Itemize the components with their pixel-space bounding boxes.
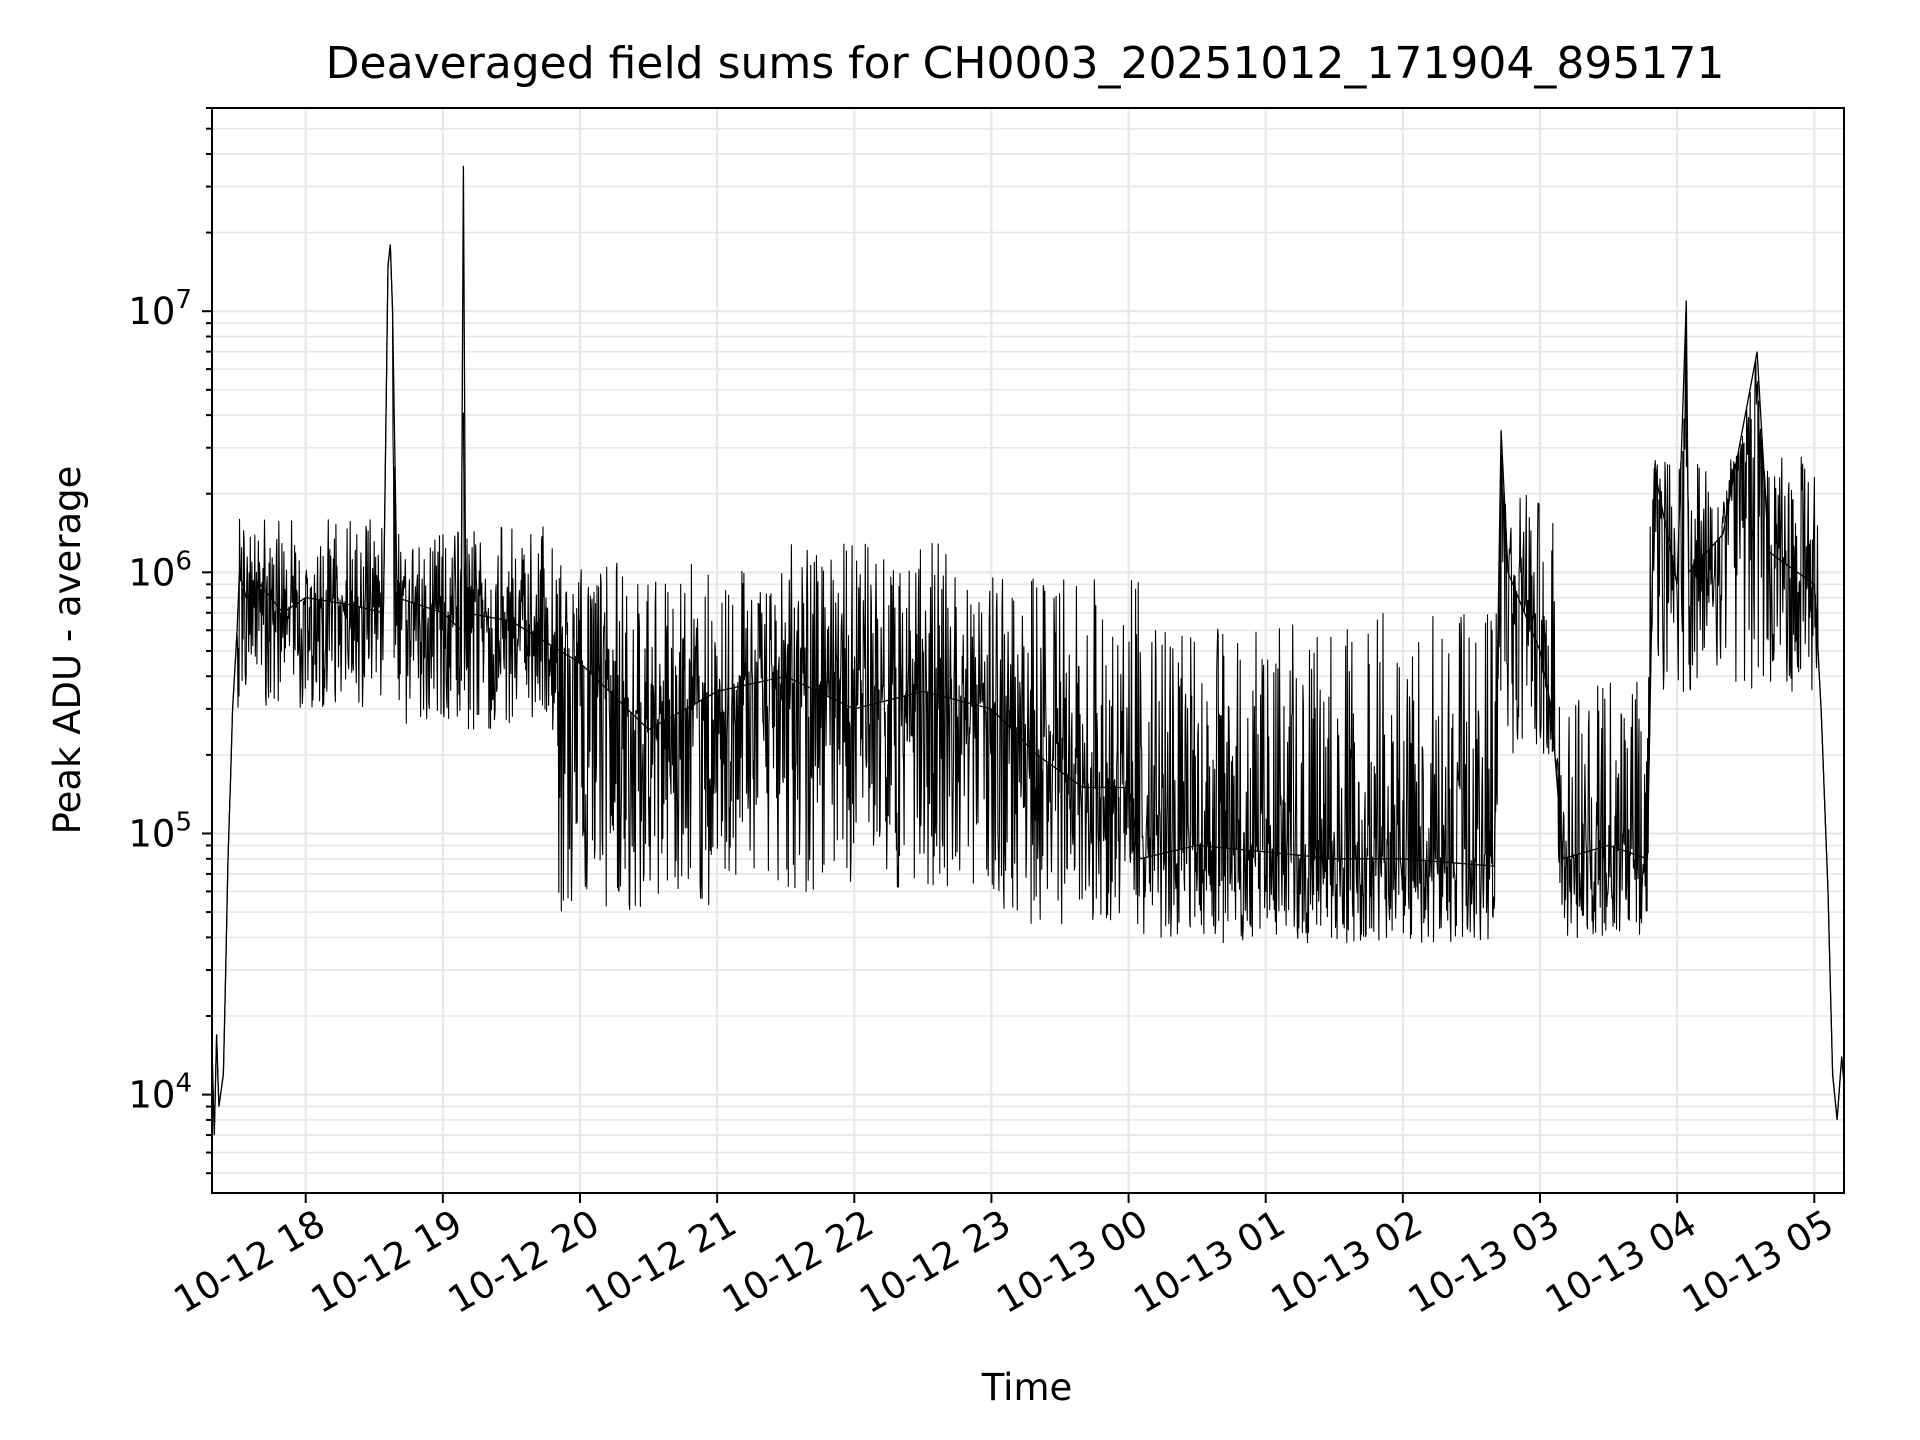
y-tick-label: 105 <box>128 807 192 855</box>
x-tick-label: 10-13 03 <box>1401 1202 1567 1322</box>
series-line <box>211 246 1845 1127</box>
x-tick-label: 10-13 04 <box>1538 1202 1704 1322</box>
x-tick-label: 10-13 00 <box>989 1202 1155 1322</box>
x-tick-label: 10-13 01 <box>1127 1202 1293 1322</box>
x-tick-label: 10-12 22 <box>715 1202 881 1322</box>
x-axis-label: Time <box>981 1366 1073 1409</box>
x-tick-label: 10-12 19 <box>304 1202 470 1322</box>
y-tick-label: 107 <box>128 285 192 333</box>
x-tick-label: 10-12 20 <box>441 1202 607 1322</box>
chart-title: Deaveraged field sums for CH0003_2025101… <box>326 38 1725 89</box>
x-tick-label: 10-12 21 <box>578 1202 744 1322</box>
x-tick-label: 10-12 23 <box>852 1202 1018 1322</box>
x-tick-label: 10-13 02 <box>1264 1202 1430 1322</box>
y-axis: 104 105 106 107 <box>128 107 212 1175</box>
x-tick-label: 10-12 18 <box>167 1202 333 1322</box>
x-tick-label: 10-13 05 <box>1675 1202 1841 1322</box>
y-tick-label: 104 <box>128 1069 192 1117</box>
series-envelope <box>211 165 1845 1136</box>
y-tick-label: 106 <box>128 546 192 594</box>
y-axis-label: Peak ADU - average <box>46 466 89 835</box>
series-layer <box>211 165 1845 1136</box>
